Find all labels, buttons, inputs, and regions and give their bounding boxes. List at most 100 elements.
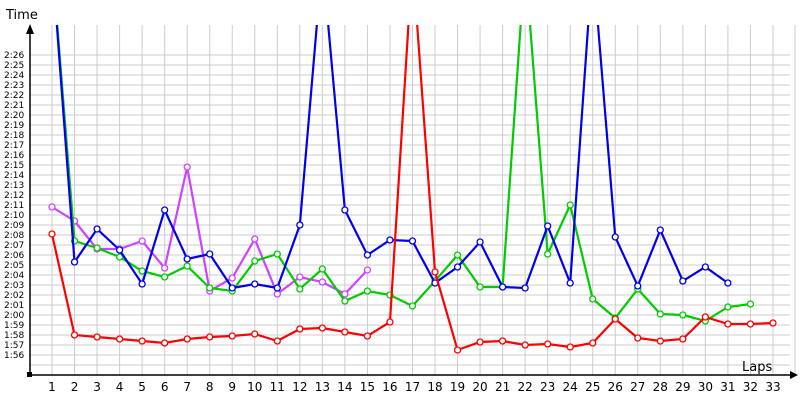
y-tick-label: 2:13 [4, 181, 24, 191]
data-point [160, 339, 169, 347]
y-tick-label: 1:57 [4, 341, 24, 351]
data-point [273, 284, 281, 292]
x-tick-label: 32 [743, 380, 758, 394]
data-point [679, 311, 687, 319]
data-point [296, 285, 304, 293]
data-point [746, 300, 755, 308]
y-tick-label: 2:17 [4, 141, 24, 151]
data-point [138, 237, 146, 245]
y-tick-label: 2:06 [4, 251, 24, 261]
data-point [341, 328, 349, 336]
y-tick-label: 2:14 [4, 171, 24, 181]
x-tick-label: 12 [292, 380, 307, 394]
data-point [566, 279, 574, 287]
x-tick-label: 1 [48, 380, 56, 394]
y-tick-label: 2:20 [4, 111, 24, 121]
data-point [251, 330, 259, 338]
data-point [251, 280, 259, 288]
data-point [251, 257, 259, 265]
data-point [476, 283, 484, 291]
data-point [228, 274, 236, 282]
x-tick-label: 13 [315, 380, 330, 394]
x-tick-label: 4 [116, 380, 124, 394]
data-point [318, 324, 327, 332]
y-tick-label: 2:15 [4, 161, 24, 171]
data-point [724, 320, 732, 328]
data-point [48, 230, 56, 238]
data-point [341, 290, 349, 298]
y-tick-label: 1:58 [4, 331, 24, 341]
data-point [724, 303, 732, 311]
data-point [611, 315, 619, 323]
x-tick-label: 31 [720, 380, 735, 394]
data-point [363, 332, 372, 340]
x-tick-label: 29 [675, 380, 690, 394]
y-tick-label: 2:25 [4, 61, 24, 71]
x-tick-label: 9 [228, 380, 236, 394]
y-tick-label: 2:21 [4, 101, 24, 111]
data-point [115, 335, 124, 343]
data-point [701, 263, 710, 271]
data-point [138, 267, 146, 275]
data-point [183, 255, 191, 263]
x-tick-label: 23 [540, 380, 555, 394]
data-point [363, 287, 372, 295]
x-tick-label: 7 [183, 380, 191, 394]
data-point [521, 341, 529, 349]
data-point [498, 283, 507, 291]
data-point [476, 238, 484, 246]
data-point [206, 250, 214, 258]
data-point [273, 337, 281, 345]
y-tick-label: 1:56 [4, 351, 24, 361]
y-tick-label: 2:19 [4, 121, 24, 131]
data-point [431, 268, 439, 276]
data-point [70, 258, 79, 266]
data-point [656, 337, 664, 345]
data-point [93, 333, 101, 341]
x-tick-label: 26 [608, 380, 623, 394]
data-point [566, 343, 574, 351]
x-axis-label: Laps [742, 360, 772, 375]
data-point [386, 236, 394, 244]
x-tick-label: 30 [698, 380, 713, 394]
series-red [48, 25, 777, 354]
data-point [453, 251, 462, 259]
x-tick-label: 19 [450, 380, 465, 394]
x-tick-label: 6 [161, 380, 169, 394]
data-point [498, 337, 507, 345]
data-point [273, 250, 281, 258]
y-tick-label: 2:18 [4, 131, 24, 141]
x-tick-label: 22 [517, 380, 532, 394]
data-point [544, 250, 552, 258]
x-tick-label: 16 [382, 380, 397, 394]
data-point [296, 221, 304, 229]
data-point [115, 246, 124, 254]
data-point [318, 265, 327, 273]
data-point [206, 284, 214, 292]
grid [30, 25, 796, 376]
data-point [544, 222, 552, 230]
x-tick-label: 10 [247, 380, 262, 394]
y-tick-label: 2:09 [4, 221, 24, 231]
data-point [341, 206, 349, 214]
data-point [251, 235, 259, 243]
x-tick-label: 15 [360, 380, 375, 394]
y-tick-label: 2:01 [4, 301, 24, 311]
y-tick-label: 2:12 [4, 191, 24, 201]
data-point [318, 278, 327, 286]
data-point [206, 333, 214, 341]
data-point [611, 233, 619, 241]
data-point [48, 203, 56, 211]
y-tick-label: 2:07 [4, 241, 24, 251]
series-lines [48, 25, 777, 354]
y-axis-label: Time [5, 8, 38, 23]
data-point [634, 334, 642, 342]
data-point [408, 237, 417, 245]
x-tick-label: 8 [206, 380, 214, 394]
data-point [769, 319, 777, 327]
y-tick-labels: 2:262:252:242:232:222:212:202:192:182:17… [4, 51, 24, 361]
x-tick-label: 27 [630, 380, 645, 394]
data-point [363, 266, 372, 274]
x-tick-label: 33 [765, 380, 780, 394]
